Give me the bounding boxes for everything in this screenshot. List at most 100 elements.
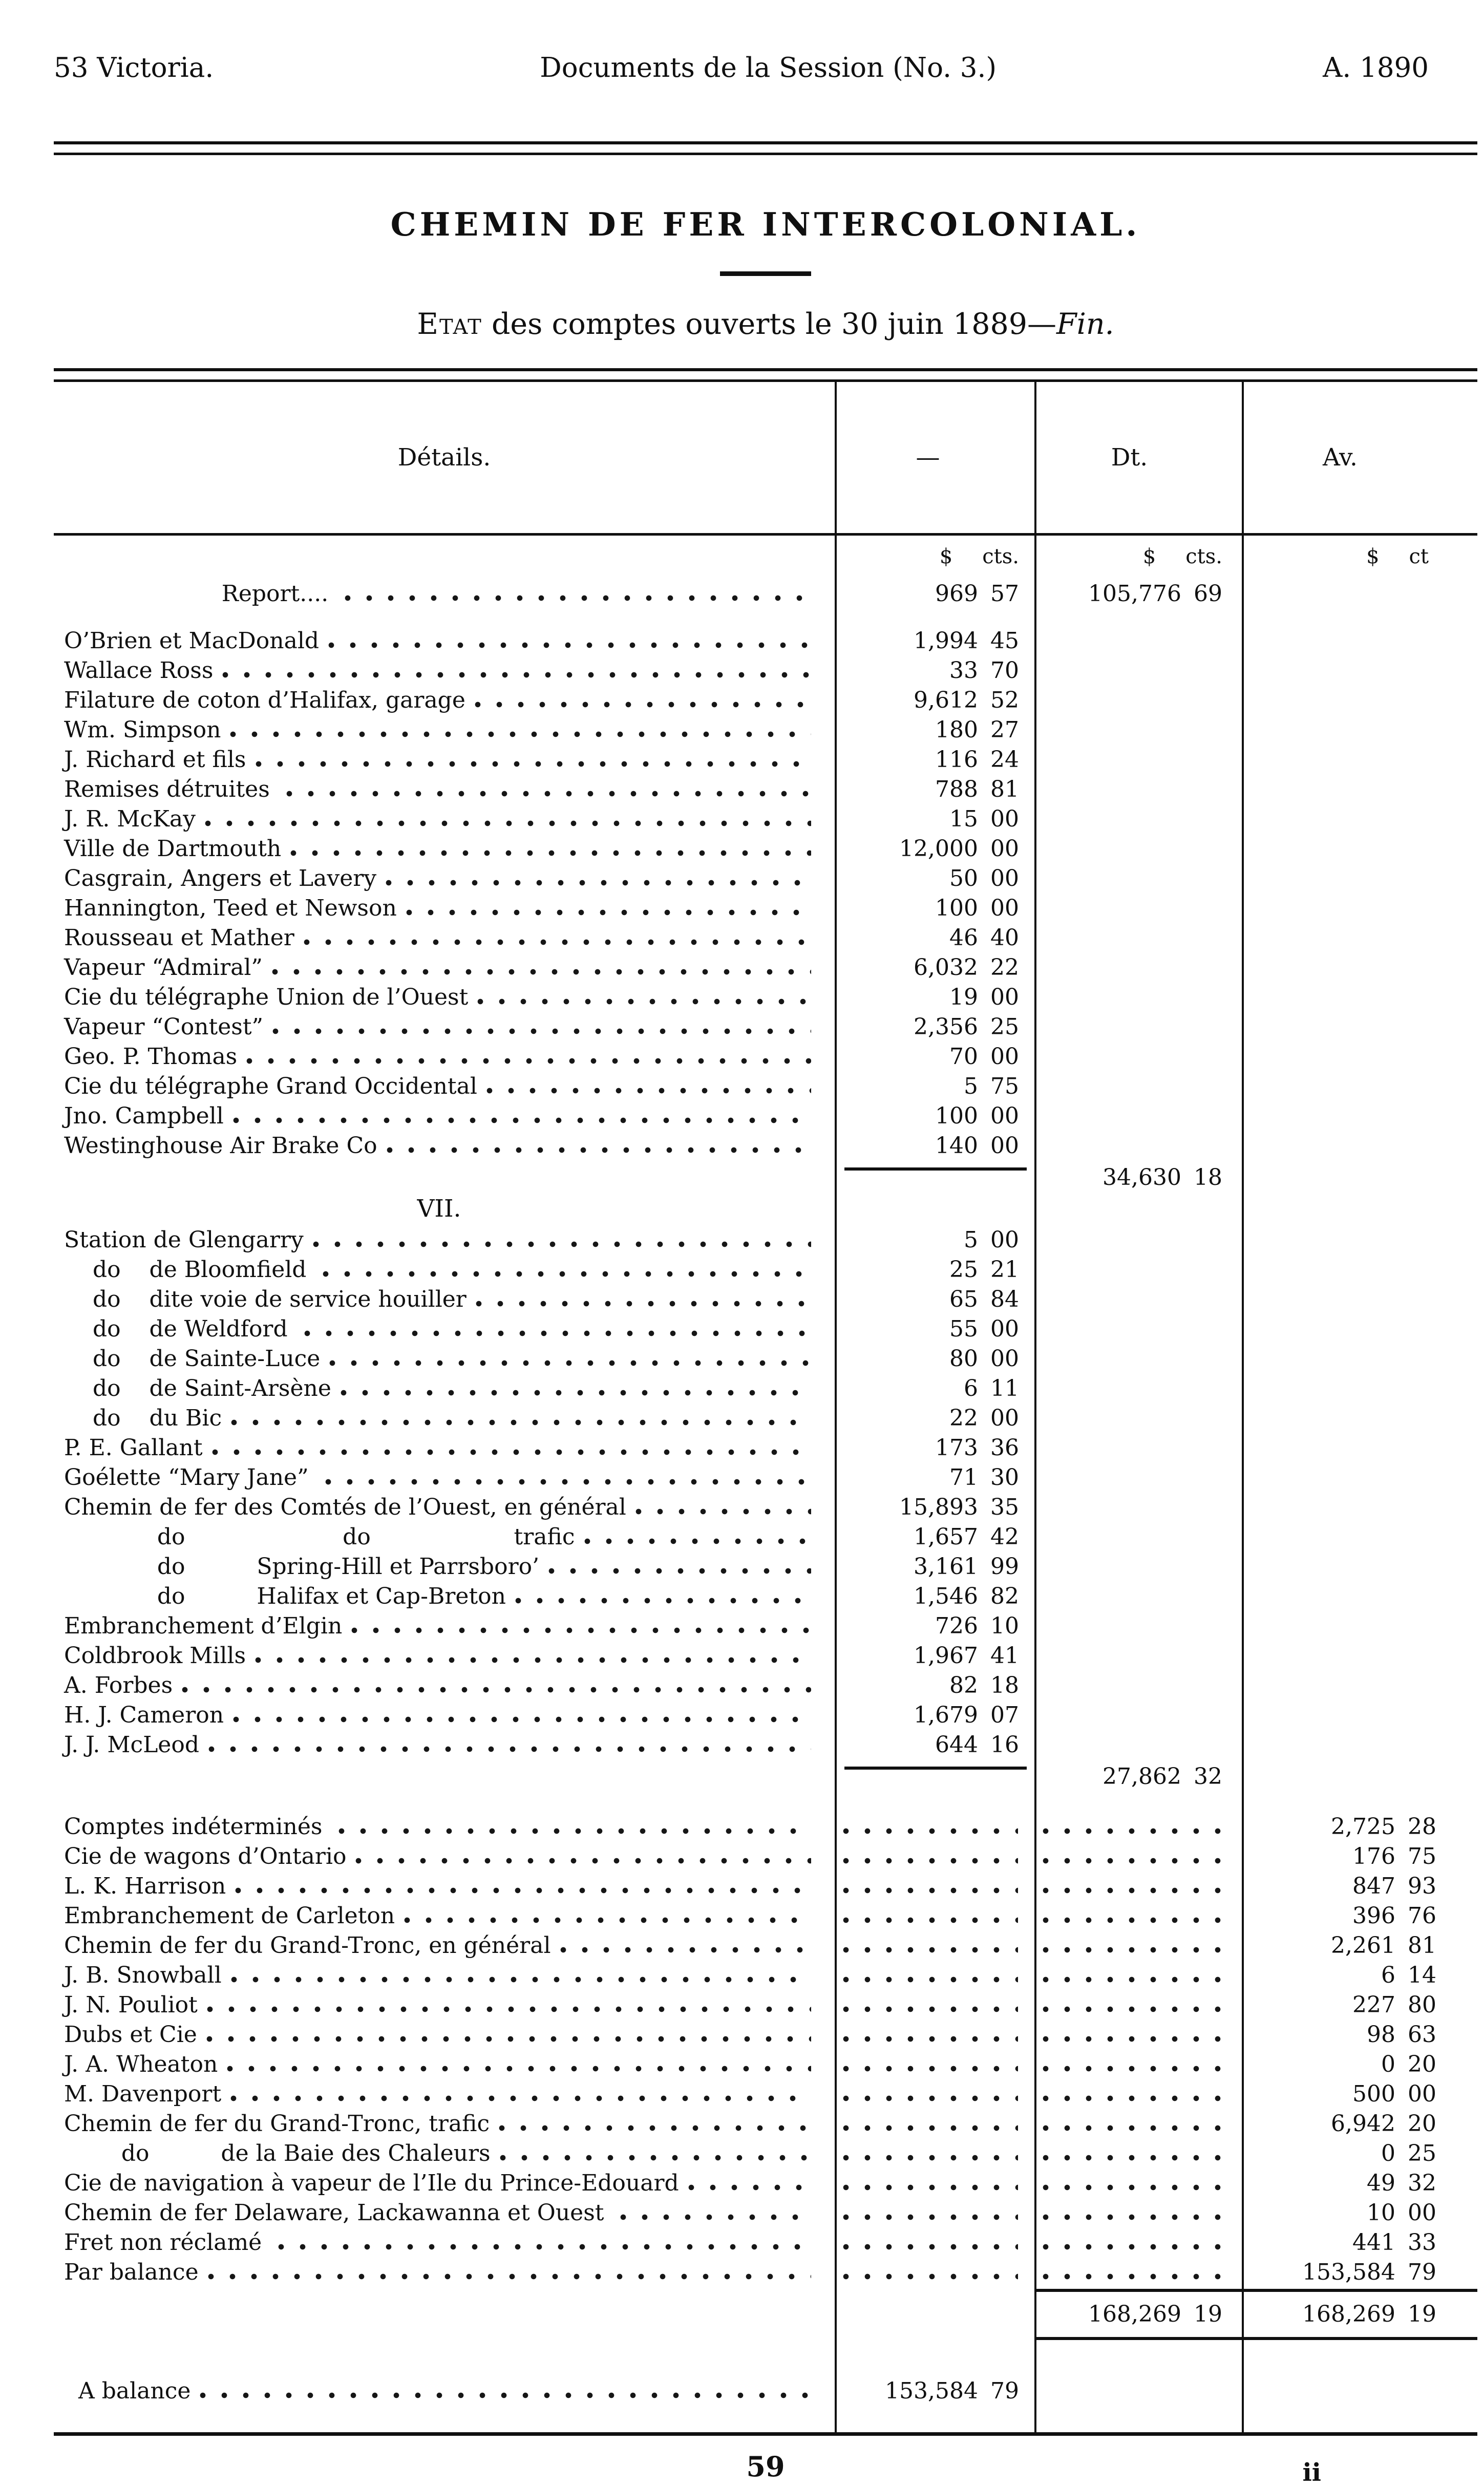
accounts-table: Détails. — Dt. Av. $ cts. $ cts. $ ct Repor… [54,382,1477,2436]
dotted-leader [842,2035,1018,2043]
amount-col1-cell [835,2408,1034,2432]
amount-av-cell: 153,584 79 [1242,2259,1477,2289]
details-cell: J. J. McLeod [54,1732,835,1761]
amount-av-cell: 396 76 [1242,1903,1477,1932]
amount-col1-cell: 116 24 [835,747,1034,776]
amount-cents: 00 [990,1103,1019,1129]
amount-dt-cell [1034,895,1242,925]
details-cell: Cie du télégraphe Grand Occidental [54,1073,835,1103]
amount-col1-cell [835,1761,1034,1793]
double-rule-table-top [54,368,1477,382]
amount-dollars: 1,994 [914,628,978,654]
dotted-leader [842,2005,1018,2013]
amount-col1-cell [835,1843,1034,1873]
row-label: Coldbrook Mills [64,1643,246,1669]
amount-col1-cell: 1,546 82 [835,1583,1034,1613]
amount-cents: 41 [990,1643,1019,1669]
details-cell: J. R. McKay [54,806,835,836]
amount-av-cell [1242,2340,1477,2377]
details-cell: Cie de wagons d’Ontario [54,1843,835,1873]
details-cell: do Halifax et Cap-Breton [54,1583,835,1613]
amount-dollars: 140 [935,1133,978,1159]
amount-dollars: 105,776 [1088,581,1181,607]
dotted-leader [1042,1916,1221,1924]
amount-dollars: 1,679 [914,1702,978,1728]
amount-dt-cell [1034,865,1242,895]
running-head-center: Documents de la Session (No. 3.) [540,52,997,83]
amount-dt-cell [1034,1554,1242,1583]
amount-av-cell: 168,269 19 [1242,2289,1477,2340]
row-label: do de Weldford [64,1316,295,1342]
details-cell [54,610,835,628]
dotted-leader [842,2213,1018,2221]
dotted-leader [1042,2183,1221,2192]
account-row: Chemin de fer des Comtés de l’Ouest, en … [54,1494,1477,1524]
amount-dt-cell [1034,717,1242,747]
subtotal-row: 34,630 18 [54,1162,1477,1194]
amount-dollars: 969 [935,581,978,607]
amount-dollars: 98 [1367,2022,1395,2048]
running-head: 53 Victoria. Documents de la Session (No… [54,0,1477,85]
amount-cents: 20 [1408,2111,1436,2137]
amount-av-cell [1242,1073,1477,1103]
row-label: Ville de Dartmouth [64,836,282,862]
amount-cents: 24 [990,747,1019,773]
account-row: do de Sainte-Luce 80 00 [54,1346,1477,1375]
details-cell: J. Richard et fils [54,747,835,776]
amount-av-cell [1242,1793,1477,1814]
dotted-leader [277,2243,811,2251]
details-cell: Dubs et Cie [54,2022,835,2051]
row-label: J. A. Wheaton [64,2051,218,2077]
amount-cents: 82 [990,1583,1019,1609]
amount-dollars: 153,584 [1302,2259,1395,2285]
amount-dt-cell [1034,2408,1242,2432]
details-cell: Report.... [54,581,835,610]
dotted-leader [231,1116,811,1124]
amount-cents: 33 [1408,2229,1436,2256]
amount-col1-cell: 140 00 [835,1133,1034,1162]
row-label: Cie de navigation à vapeur de l’Ile du P… [64,2170,679,2196]
details-cell: L. K. Harrison [54,1873,835,1903]
details-cell: J. A. Wheaton [54,2051,835,2081]
amount-cents: 25 [1408,2140,1436,2166]
amount-dollars: 100 [935,1103,978,1129]
account-row: J. N. Pouliot 227 80 [54,1992,1477,2022]
dotted-leader [1042,2065,1221,2073]
account-row: Goélette “Mary Jane” 71 30 [54,1464,1477,1494]
dotted-leader [210,1448,811,1456]
amount-cents: 20 [1408,2051,1436,2077]
details-cell: J. N. Pouliot [54,1992,835,2022]
amount-dollars: 500 [1352,2081,1395,2107]
dotted-leader [221,671,811,679]
amount-col1-cell: 50 00 [835,865,1034,895]
dotted-leader [583,1537,811,1545]
subtitle-lead: Etat [417,307,482,341]
dotted-leader [1042,1857,1221,1865]
amount-dollars: 153,584 [885,2378,978,2404]
report-row: Report.... 969 57 105,776 69 [54,581,1477,610]
row-label: Wallace Ross [64,657,214,684]
row-label: Embranchement de Carleton [64,1903,395,1929]
row-label: J. J. McLeod [64,1732,199,1758]
dotted-leader [1042,2124,1221,2132]
amount-dollars: 25 [949,1257,978,1283]
title-rule [720,271,811,276]
amount-av-cell: 10 00 [1242,2200,1477,2229]
amount-dollars: 227 [1352,1992,1395,2018]
details-cell: Jno. Campbell [54,1103,835,1133]
dotted-leader [1042,2005,1221,2013]
account-row: do du Bic 22 00 [54,1405,1477,1435]
amount-dollars: 0 [1381,2051,1395,2077]
dotted-leader [498,2154,811,2162]
amount-dt-cell [1034,1843,1242,1873]
amount-col1-cell [835,2111,1034,2140]
double-rule-top [54,141,1477,155]
amount-dollars: 50 [949,865,978,891]
row-label: Filature de coton d’Halifax, garage [64,687,465,713]
details-cell: VII. [54,1194,835,1227]
amount-av-cell [1242,628,1477,657]
amount-dt-cell [1034,806,1242,836]
amount-av-cell: 500 00 [1242,2081,1477,2111]
details-cell: do do trafic [54,1524,835,1554]
account-row: Embranchement d’Elgin 726 10 [54,1613,1477,1643]
